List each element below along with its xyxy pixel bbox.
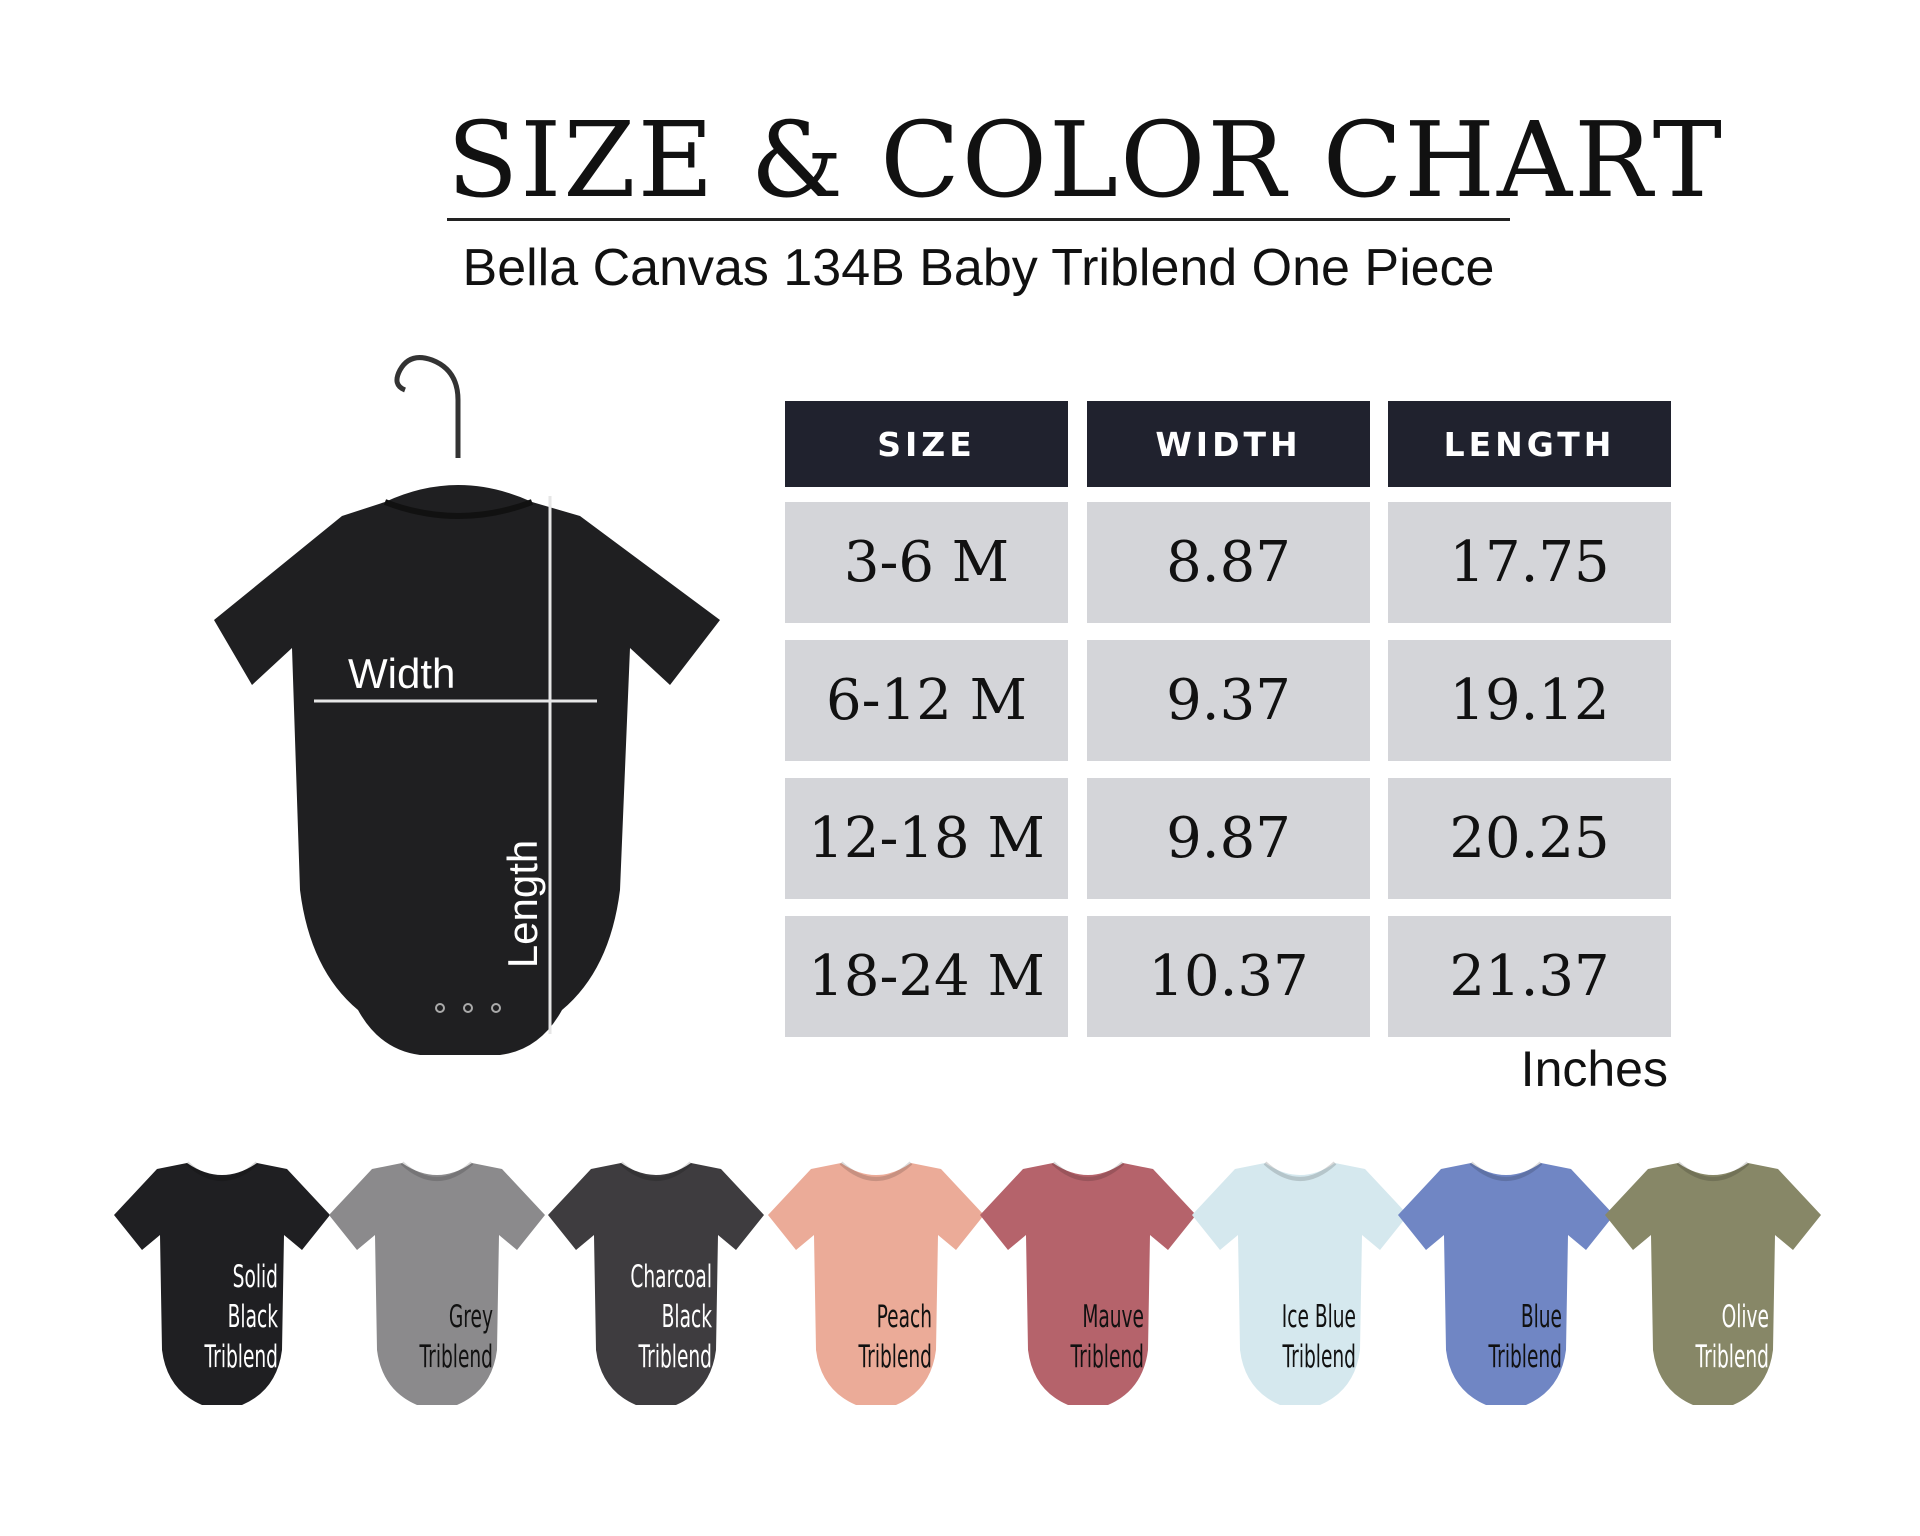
color-label: Peach Triblend bbox=[812, 1297, 932, 1377]
hanger-icon bbox=[394, 355, 461, 458]
color-label: Mauve Triblend bbox=[1024, 1297, 1144, 1377]
color-label-line: Triblend bbox=[638, 1339, 712, 1375]
color-label-line: Triblend bbox=[858, 1339, 932, 1375]
product-subtitle: Bella Canvas 134B Baby Triblend One Piec… bbox=[462, 239, 1495, 297]
onesie-icon bbox=[114, 1161, 330, 1405]
onesie-diagram bbox=[214, 485, 720, 1055]
color-label-line: Triblend bbox=[419, 1339, 493, 1375]
color-label-line: Mauve bbox=[1082, 1299, 1144, 1335]
column-header-length: LENGTH bbox=[1388, 401, 1671, 487]
onesie-icon bbox=[768, 1161, 984, 1405]
column-header-width: WIDTH bbox=[1087, 401, 1370, 487]
color-label: Solid Black Triblend bbox=[158, 1257, 278, 1377]
color-label-line: Triblend bbox=[1695, 1339, 1769, 1375]
color-label-line: Peach bbox=[876, 1299, 932, 1335]
onesie-icon bbox=[548, 1161, 764, 1405]
color-swatch: Blue Triblend bbox=[1396, 1155, 1616, 1417]
width-cell: 9.37 bbox=[1087, 640, 1370, 761]
units-label: Inches bbox=[1520, 1041, 1668, 1097]
color-label: Blue Triblend bbox=[1442, 1297, 1562, 1377]
length-cell: 19.12 bbox=[1388, 640, 1671, 761]
color-label-line: Ice Blue bbox=[1281, 1299, 1356, 1335]
size-cell: 6-12 M bbox=[785, 640, 1068, 761]
color-swatch: Grey Triblend bbox=[327, 1155, 547, 1417]
size-cell: 3-6 M bbox=[785, 502, 1068, 623]
onesie-icon bbox=[329, 1161, 545, 1405]
column-header-size: SIZE bbox=[785, 401, 1068, 487]
onesie-icon bbox=[1605, 1161, 1821, 1405]
color-swatch: Charcoal Black Triblend bbox=[546, 1155, 766, 1417]
color-label: Grey Triblend bbox=[373, 1297, 493, 1377]
length-cell: 20.25 bbox=[1388, 778, 1671, 899]
color-label-line: Grey bbox=[448, 1299, 493, 1335]
color-swatch: Peach Triblend bbox=[766, 1155, 986, 1417]
color-label: Charcoal Black Triblend bbox=[592, 1257, 712, 1377]
length-cell: 17.75 bbox=[1388, 502, 1671, 623]
color-label-line: Triblend bbox=[1488, 1339, 1562, 1375]
onesie-icon bbox=[1398, 1161, 1614, 1405]
width-cell: 10.37 bbox=[1087, 916, 1370, 1037]
color-label-line: Charcoal bbox=[630, 1259, 712, 1295]
page-title: SIZE & COLOR CHART bbox=[447, 99, 1724, 221]
color-label: Ice Blue Triblend bbox=[1236, 1297, 1356, 1377]
color-label-line: Solid bbox=[232, 1259, 278, 1295]
color-swatch: Ice Blue Triblend bbox=[1190, 1155, 1410, 1417]
onesie-icon bbox=[980, 1161, 1196, 1405]
color-swatch: Mauve Triblend bbox=[978, 1155, 1198, 1417]
width-label: Width bbox=[348, 650, 456, 697]
color-swatch: Olive Triblend bbox=[1603, 1155, 1823, 1417]
width-cell: 9.87 bbox=[1087, 778, 1370, 899]
size-cell: 18-24 M bbox=[785, 916, 1068, 1037]
color-label: Olive Triblend bbox=[1649, 1297, 1769, 1377]
measurement-diagram: Width Length bbox=[200, 330, 740, 1070]
color-label-line: Triblend bbox=[204, 1339, 278, 1375]
length-label: Length bbox=[499, 839, 546, 969]
color-label-line: Triblend bbox=[1282, 1339, 1356, 1375]
color-label-line: Triblend bbox=[1070, 1339, 1144, 1375]
size-cell: 12-18 M bbox=[785, 778, 1068, 899]
length-cell: 21.37 bbox=[1388, 916, 1671, 1037]
width-cell: 8.87 bbox=[1087, 502, 1370, 623]
color-label-line: Blue bbox=[1520, 1299, 1562, 1335]
color-swatch: Solid Black Triblend bbox=[112, 1155, 332, 1417]
color-label-line: Black bbox=[227, 1299, 278, 1335]
color-label-line: Black bbox=[661, 1299, 712, 1335]
onesie-icon bbox=[1192, 1161, 1408, 1405]
color-label-line: Olive bbox=[1721, 1299, 1769, 1335]
title-divider bbox=[447, 218, 1510, 221]
